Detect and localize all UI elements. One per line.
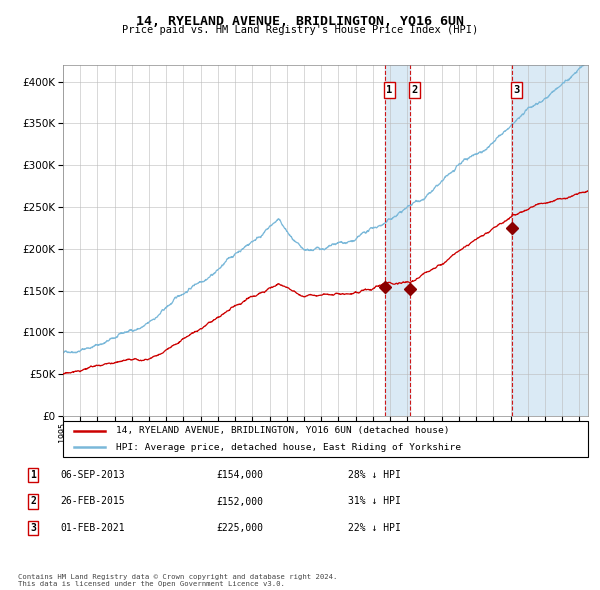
Text: 28% ↓ HPI: 28% ↓ HPI: [348, 470, 401, 480]
Text: 2: 2: [412, 85, 418, 95]
Text: 31% ↓ HPI: 31% ↓ HPI: [348, 497, 401, 506]
Bar: [512, 65, 588, 416]
Text: 1: 1: [386, 85, 392, 95]
Text: £154,000: £154,000: [216, 470, 263, 480]
Text: 01-FEB-2021: 01-FEB-2021: [60, 523, 125, 533]
Text: £225,000: £225,000: [216, 523, 263, 533]
Bar: [385, 65, 410, 416]
Text: 3: 3: [30, 523, 36, 533]
Text: 3: 3: [514, 85, 520, 95]
Text: Price paid vs. HM Land Registry's House Price Index (HPI): Price paid vs. HM Land Registry's House …: [122, 25, 478, 35]
Text: 22% ↓ HPI: 22% ↓ HPI: [348, 523, 401, 533]
Text: 26-FEB-2015: 26-FEB-2015: [60, 497, 125, 506]
Text: £152,000: £152,000: [216, 497, 263, 506]
Text: HPI: Average price, detached house, East Riding of Yorkshire: HPI: Average price, detached house, East…: [115, 443, 461, 452]
Text: 06-SEP-2013: 06-SEP-2013: [60, 470, 125, 480]
Text: 14, RYELAND AVENUE, BRIDLINGTON, YO16 6UN: 14, RYELAND AVENUE, BRIDLINGTON, YO16 6U…: [136, 15, 464, 28]
Text: Contains HM Land Registry data © Crown copyright and database right 2024.
This d: Contains HM Land Registry data © Crown c…: [18, 574, 337, 587]
Text: 1: 1: [30, 470, 36, 480]
FancyBboxPatch shape: [63, 421, 588, 457]
Text: 14, RYELAND AVENUE, BRIDLINGTON, YO16 6UN (detached house): 14, RYELAND AVENUE, BRIDLINGTON, YO16 6U…: [115, 426, 449, 435]
Text: 2: 2: [30, 497, 36, 506]
